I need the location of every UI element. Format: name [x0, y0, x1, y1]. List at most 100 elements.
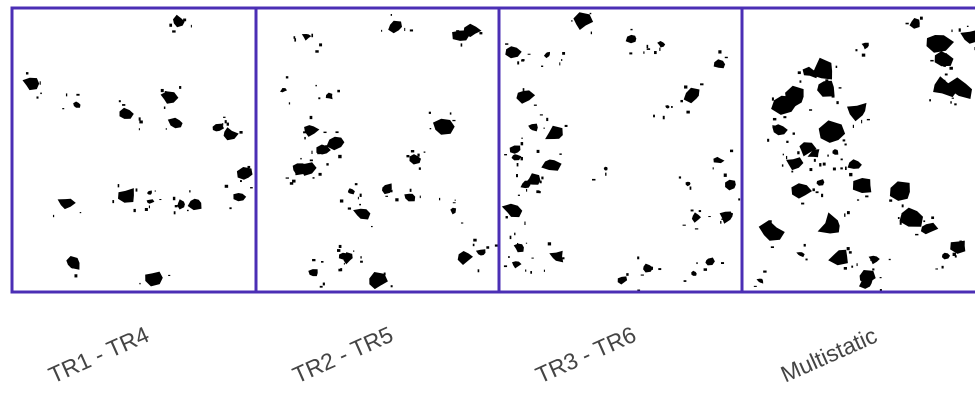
speckle-dot — [730, 150, 733, 153]
speckle-dot — [552, 130, 555, 131]
speckle-dot — [384, 273, 386, 276]
speckle-dot — [541, 177, 543, 180]
speckle-dot — [797, 151, 799, 154]
speckle-dot — [591, 32, 592, 35]
speckle-dot — [786, 141, 788, 143]
speckle-dot — [517, 61, 519, 64]
speckle-dot — [845, 167, 847, 170]
speckle-dot — [191, 202, 193, 203]
speckle-dot — [74, 274, 77, 277]
speckle-dot — [183, 19, 186, 22]
speckle-dot — [419, 167, 421, 169]
speckle-dot — [536, 190, 539, 193]
speckle-dot — [805, 259, 807, 261]
speckle-dot — [862, 54, 865, 57]
speckle-dot — [851, 266, 853, 268]
speckle-dot — [410, 189, 412, 192]
speckle-dot — [959, 28, 961, 31]
speckle-dot — [118, 184, 120, 187]
speckle-dot — [225, 185, 228, 188]
speckle-dot — [833, 168, 836, 171]
panel-label: TR1 - TR4 — [45, 321, 153, 388]
speckle-dot — [531, 258, 533, 259]
speckle-dot — [773, 118, 776, 120]
speckle-dot — [145, 208, 148, 211]
speckle-dot — [794, 98, 796, 100]
speckle-dot — [165, 91, 167, 94]
speckle-dot — [902, 194, 903, 196]
speckle-dot — [313, 177, 315, 178]
speckle-dot — [964, 88, 965, 91]
speckle-dot — [952, 98, 954, 99]
speckle-dot — [510, 236, 512, 239]
speckle-dot — [939, 88, 942, 91]
speckle-dot — [169, 24, 172, 27]
speckle-dot — [771, 246, 774, 248]
speckle-dot — [704, 268, 707, 271]
speckle-dot — [191, 25, 192, 28]
speckle-dot — [686, 111, 689, 114]
speckle-dot — [783, 154, 784, 156]
speckle-dot — [951, 30, 952, 33]
speckle-dot — [843, 139, 846, 141]
speckle-dot — [767, 139, 769, 142]
speckle-dot — [680, 100, 683, 102]
speckle-dot — [473, 244, 475, 246]
speckle-dot — [791, 171, 793, 173]
speckle-dot — [683, 225, 686, 226]
speckle-dot — [340, 199, 343, 202]
speckle-dot — [798, 71, 801, 74]
speckle-dot — [304, 137, 306, 139]
speckle-dot — [537, 150, 540, 153]
speckle-dot — [923, 220, 925, 222]
speckle-dot — [461, 43, 463, 46]
speckle-dot — [647, 48, 650, 50]
speckle-dot — [824, 75, 827, 77]
speckle-dot — [889, 199, 892, 201]
speckle-dot — [348, 207, 351, 209]
speckle-dot — [540, 181, 542, 184]
speckle-dot — [318, 97, 320, 99]
speckle-dot — [164, 107, 165, 109]
speckle-dot — [944, 53, 947, 56]
speckle-dot — [730, 213, 732, 215]
page: TR1 - TR4TR2 - TR5TR3 - TR6Multistatic (… — [0, 0, 975, 418]
speckle-dot — [800, 162, 802, 165]
speckle-dot — [821, 194, 823, 197]
speckle-dot — [339, 245, 342, 248]
speckle-dot — [526, 243, 527, 244]
speckle-dot — [66, 93, 67, 96]
speckle-dot — [175, 205, 178, 207]
speckle-dot — [844, 144, 846, 146]
speckle-dot — [546, 118, 548, 121]
speckle-dot — [720, 221, 721, 224]
speckle-dot — [769, 220, 772, 223]
speckle-dot — [353, 250, 354, 251]
speckle-dot — [189, 190, 190, 192]
speckle-dot — [844, 267, 847, 270]
speckle-dot — [772, 125, 775, 126]
speckle-dot — [920, 17, 923, 20]
speckle-dot — [942, 266, 944, 269]
speckle-dot — [122, 104, 125, 106]
speckle-dot — [286, 177, 289, 178]
speckle-dot — [26, 72, 28, 74]
speckle-dot — [430, 128, 432, 129]
speckle-dot — [315, 85, 316, 86]
speckle-dot — [461, 222, 463, 223]
speckle-dot — [816, 191, 819, 193]
speckle-dot — [300, 158, 301, 159]
speckle-dot — [158, 278, 161, 280]
speckle-dot — [949, 67, 952, 70]
speckle-dot — [653, 115, 655, 118]
speckle-dot — [311, 151, 312, 154]
speckle-dot — [772, 97, 774, 100]
speckle-dot — [605, 173, 606, 176]
speckle-dot — [647, 45, 649, 48]
speckle-dot — [444, 123, 445, 125]
speckle-dot — [134, 209, 136, 212]
speckle-dot — [849, 251, 852, 253]
speckle-dot — [161, 89, 164, 92]
speckle-dot — [390, 190, 393, 193]
speckle-dot — [319, 43, 322, 46]
